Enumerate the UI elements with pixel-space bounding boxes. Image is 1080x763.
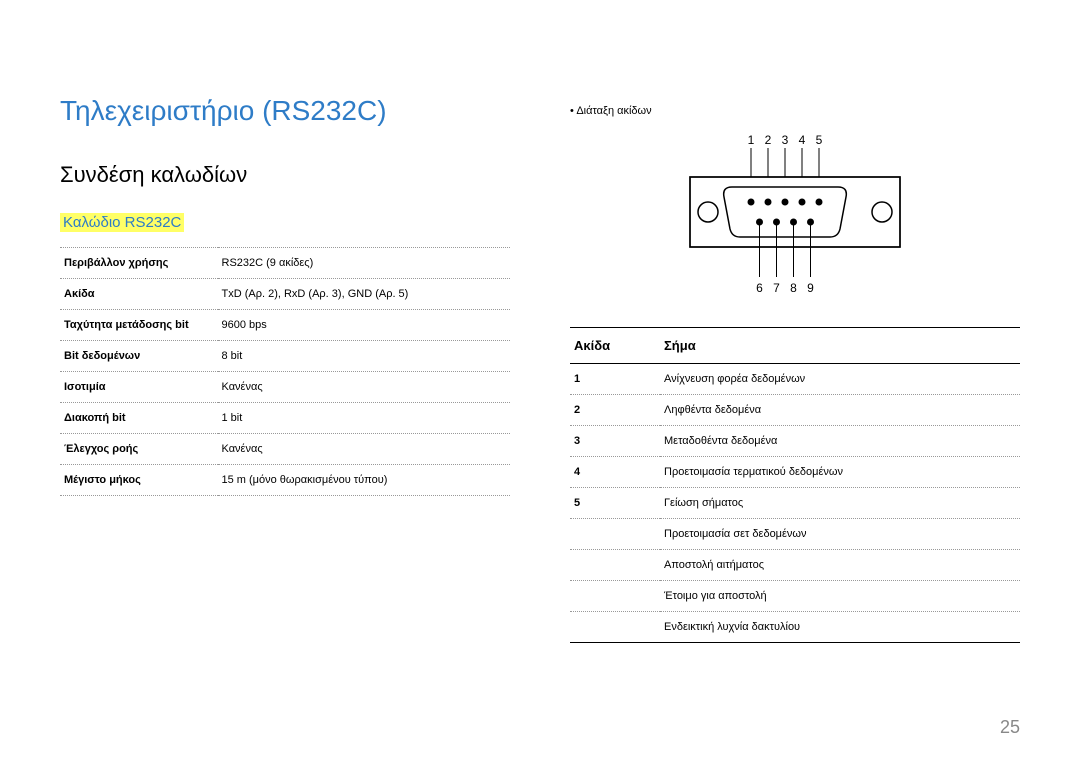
spec-label: Μέγιστο μήκος [60, 465, 218, 496]
pin-row: 1Ανίχνευση φορέα δεδομένων [570, 364, 1020, 395]
pin-number: 1 [570, 364, 660, 395]
pin-signal: Ανίχνευση φορέα δεδομένων [660, 364, 1020, 395]
pin-label-4: 4 [799, 133, 806, 147]
pin-row: Ενδεικτική λυχνία δακτυλίου [570, 612, 1020, 643]
spec-label: Περιβάλλον χρήσης [60, 248, 218, 279]
pin-row: Έτοιμο για αποστολή [570, 581, 1020, 612]
screw-left [698, 202, 718, 222]
pin-row: 4Προετοιμασία τερματικού δεδομένων [570, 457, 1020, 488]
pin-label-1: 1 [748, 133, 755, 147]
pin-row: 3Μεταδοθέντα δεδομένα [570, 426, 1020, 457]
pin-number [570, 550, 660, 581]
pin-number: 3 [570, 426, 660, 457]
pin-number [570, 612, 660, 643]
spec-label: Bit δεδομένων [60, 341, 218, 372]
spec-row: Διακοπή bit1 bit [60, 403, 510, 434]
spec-label: Έλεγχος ροής [60, 434, 218, 465]
pin-number: 4 [570, 457, 660, 488]
spec-value: RS232C (9 ακίδες) [218, 248, 511, 279]
spec-value: 8 bit [218, 341, 511, 372]
pin-signal: Έτοιμο για αποστολή [660, 581, 1020, 612]
pin-label-7: 7 [773, 281, 780, 295]
pin-signal: Αποστολή αιτήματος [660, 550, 1020, 581]
db9-connector-diagram: 1 2 3 4 5 [680, 132, 910, 302]
spec-label: Ισοτιμία [60, 372, 218, 403]
left-column: Τηλεχειριστήριο (RS232C) Συνδέση καλωδίω… [60, 60, 510, 643]
spec-value: TxD (Αρ. 2), RxD (Αρ. 3), GND (Αρ. 5) [218, 279, 511, 310]
section-title: Συνδέση καλωδίων [60, 162, 510, 188]
pin-number [570, 581, 660, 612]
pin-signal: Προετοιμασία τερματικού δεδομένων [660, 457, 1020, 488]
pin-header: Ακίδα [570, 328, 660, 364]
pin-row: 2Ληφθέντα δεδομένα [570, 395, 1020, 426]
sub-title: Καλώδιο RS232C [60, 213, 184, 232]
pin-signal: Προετοιμασία σετ δεδομένων [660, 519, 1020, 550]
spec-value: Κανένας [218, 372, 511, 403]
spec-table: Περιβάλλον χρήσηςRS232C (9 ακίδες)ΑκίδαT… [60, 247, 510, 496]
pin-number [570, 519, 660, 550]
spec-value: 9600 bps [218, 310, 511, 341]
pin-signal: Ληφθέντα δεδομένα [660, 395, 1020, 426]
pin-label-3: 3 [782, 133, 789, 147]
pin-row: Προετοιμασία σετ δεδομένων [570, 519, 1020, 550]
spec-value: Κανένας [218, 434, 511, 465]
pin-label-2: 2 [765, 133, 772, 147]
spec-value: 15 m (μόνο θωρακισμένου τύπου) [218, 465, 511, 496]
spec-value: 1 bit [218, 403, 511, 434]
pin-row: 5Γείωση σήματος [570, 488, 1020, 519]
pin-row: Αποστολή αιτήματος [570, 550, 1020, 581]
pin-signal: Μεταδοθέντα δεδομένα [660, 426, 1020, 457]
spec-row: ΙσοτιμίαΚανένας [60, 372, 510, 403]
spec-row: Μέγιστο μήκος15 m (μόνο θωρακισμένου τύπ… [60, 465, 510, 496]
spec-row: Ταχύτητα μετάδοσης bit9600 bps [60, 310, 510, 341]
screw-right [872, 202, 892, 222]
pin-label-6: 6 [756, 281, 763, 295]
pin-label-9: 9 [807, 281, 814, 295]
pin-number: 2 [570, 395, 660, 426]
pin-number: 5 [570, 488, 660, 519]
spec-label: Ακίδα [60, 279, 218, 310]
spec-row: Έλεγχος ροήςΚανένας [60, 434, 510, 465]
spec-label: Διακοπή bit [60, 403, 218, 434]
spec-label: Ταχύτητα μετάδοσης bit [60, 310, 218, 341]
spec-row: ΑκίδαTxD (Αρ. 2), RxD (Αρ. 3), GND (Αρ. … [60, 279, 510, 310]
pin-signal-table: Ακίδα Σήμα 1Ανίχνευση φορέα δεδομένων2Λη… [570, 327, 1020, 643]
pin-label-8: 8 [790, 281, 797, 295]
pin-arrangement-label: Διάταξη ακίδων [570, 105, 1020, 117]
pin-signal: Ενδεικτική λυχνία δακτυλίου [660, 612, 1020, 643]
pin-label-5: 5 [816, 133, 823, 147]
spec-row: Περιβάλλον χρήσηςRS232C (9 ακίδες) [60, 248, 510, 279]
page-number: 25 [1000, 717, 1020, 738]
signal-header: Σήμα [660, 328, 1020, 364]
right-column: Διάταξη ακίδων 1 2 3 4 5 [570, 60, 1020, 643]
main-title: Τηλεχειριστήριο (RS232C) [60, 95, 510, 127]
pin-signal: Γείωση σήματος [660, 488, 1020, 519]
spec-row: Bit δεδομένων8 bit [60, 341, 510, 372]
dsub-shell [724, 187, 847, 237]
